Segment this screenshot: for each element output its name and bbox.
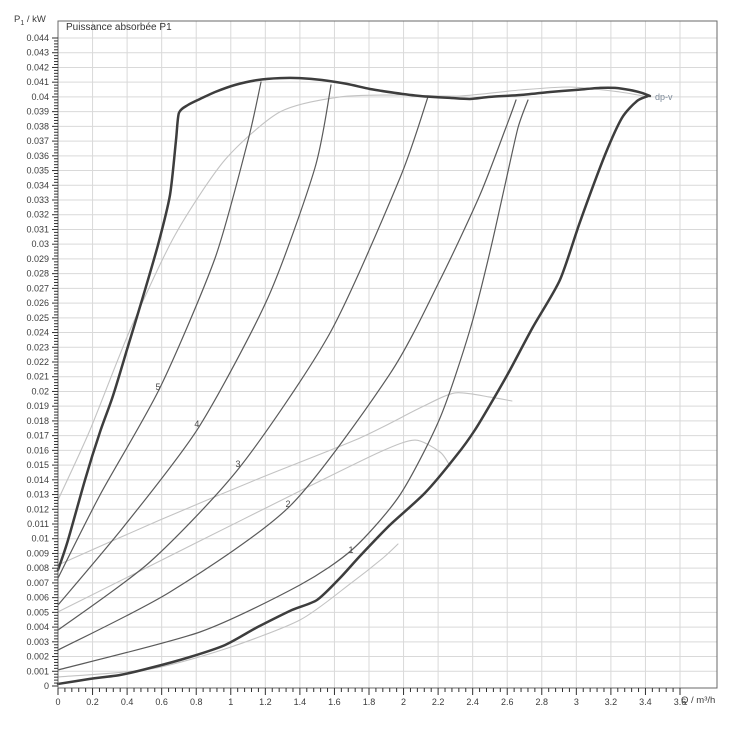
y-tick-label: 0.002 (26, 652, 49, 662)
curve-setting-curve-4 (57, 84, 332, 606)
y-tick-label: 0.038 (26, 121, 49, 131)
curve-number-label: 2 (285, 499, 290, 509)
x-tick-label: 0.2 (86, 697, 99, 707)
grid-layer (58, 21, 717, 688)
curve-envelope-lower-dpv (56, 94, 650, 686)
y-tick-label: 0.022 (26, 357, 49, 367)
curve-speed-arc-mid-low (57, 439, 451, 613)
x-tick-label: 0.4 (121, 697, 134, 707)
y-tick-label: 0.043 (26, 48, 49, 58)
curve-setting-curve-1 (57, 99, 529, 671)
y-tick-label: 0.04 (31, 92, 49, 102)
curve-speed-arc-mid-high (57, 392, 513, 566)
y-tick-label: 0.006 (26, 593, 49, 603)
x-tick-label: 1.2 (259, 697, 272, 707)
y-tick-label: 0.015 (26, 460, 49, 470)
y-axis-subscript: 1 (20, 19, 25, 27)
y-tick-label: 0.031 (26, 224, 49, 234)
x-tick-label: 3.6 (674, 697, 687, 707)
y-tick-label: 0.042 (26, 62, 49, 72)
y-tick-label: 0.02 (31, 386, 49, 396)
y-tick-label: 0.027 (26, 283, 49, 293)
y-tick-label: 0.039 (26, 107, 49, 117)
y-axis-title: P1 / kW (14, 14, 46, 27)
y-tick-label: 0.026 (26, 298, 49, 308)
curve-number-label: 4 (194, 419, 199, 429)
x-tick-label: 2.2 (432, 697, 445, 707)
plot-border (57, 20, 718, 689)
y-tick-label: 0.023 (26, 342, 49, 352)
y-tick-label: 0.03 (31, 239, 49, 249)
curve-speed-arc-max (57, 86, 649, 501)
curve-envelope-upper-max-speed (56, 76, 652, 572)
y-tick-label: 0.025 (26, 313, 49, 323)
curve-number-label: 5 (156, 382, 161, 392)
curve-number-label: 3 (236, 459, 241, 469)
x-tick-label: 1 (228, 697, 233, 707)
y-tick-label: 0.003 (26, 637, 49, 647)
y-tick-label: 0.013 (26, 490, 49, 500)
y-tick-label: 0.016 (26, 445, 49, 455)
y-tick-label: 0.024 (26, 328, 49, 338)
y-tick-label: 0.01 (31, 534, 49, 544)
annotation-layer: 5 4 3 2 1 dp-v (156, 92, 673, 555)
curve-layer (56, 76, 652, 686)
y-tick-label: 0.032 (26, 210, 49, 220)
y-tick-label: 0 (44, 681, 49, 691)
y-tick-label: 0.034 (26, 180, 49, 190)
x-tick-label: 2.4 (466, 697, 479, 707)
y-tick-label: 0.035 (26, 166, 49, 176)
y-tick-label: 0.018 (26, 416, 49, 426)
x-tick-label: 3 (574, 697, 579, 707)
chart-title: Puissance absorbée P1 (66, 22, 172, 33)
y-tick-label: 0.009 (26, 548, 49, 558)
y-tick-label: 0.011 (27, 519, 49, 529)
y-tick-label: 0.044 (26, 33, 49, 43)
y-tick-label: 0.008 (26, 563, 49, 573)
curve-setting-curve-2 (57, 99, 517, 651)
x-tick-label: 2.6 (501, 697, 514, 707)
y-tick-label: 0.005 (26, 607, 49, 617)
y-tick-label: 0.033 (26, 195, 49, 205)
y-tick-label: 0.019 (26, 401, 49, 411)
x-tick-label: 0.6 (155, 697, 168, 707)
y-tick-label: 0.017 (26, 431, 49, 441)
x-tick-label: 1.8 (363, 697, 376, 707)
y-tick-label: 0.036 (26, 151, 49, 161)
x-axis-title: Q / m³/h (681, 695, 716, 706)
x-tick-label: 0.8 (190, 697, 203, 707)
y-tick-label: 0.001 (26, 666, 49, 676)
x-tick-label: 1.6 (328, 697, 341, 707)
curve-setting-curve-3 (57, 96, 429, 631)
x-tick-label: 0 (55, 697, 60, 707)
y-tick-label: 0.041 (26, 77, 49, 87)
y-tick-label: 0.037 (26, 136, 49, 146)
y-tick-label: 0.014 (26, 475, 49, 485)
y-tick-label: 0.012 (26, 504, 49, 514)
x-tick-label: 2.8 (536, 697, 549, 707)
x-tick-label: 3.2 (605, 697, 618, 707)
y-tick-label: 0.004 (26, 622, 49, 632)
curve-setting-curve-5 (57, 81, 262, 579)
y-tick-label: 0.007 (26, 578, 49, 588)
axis-layer: 0 0.001 0.002 0.003 0.004 0.005 0.006 0.007 0.00… (26, 20, 718, 707)
x-tick-label: 2 (401, 697, 406, 707)
x-tick-label: 1.4 (294, 697, 307, 707)
y-tick-label: 0.021 (26, 372, 49, 382)
x-tick-label: 3.4 (639, 697, 652, 707)
y-tick-label: 0.029 (26, 254, 49, 264)
curve-number-label: 1 (349, 545, 354, 555)
y-tick-label: 0.028 (26, 269, 49, 279)
dpv-control-label: dp-v (655, 92, 673, 102)
